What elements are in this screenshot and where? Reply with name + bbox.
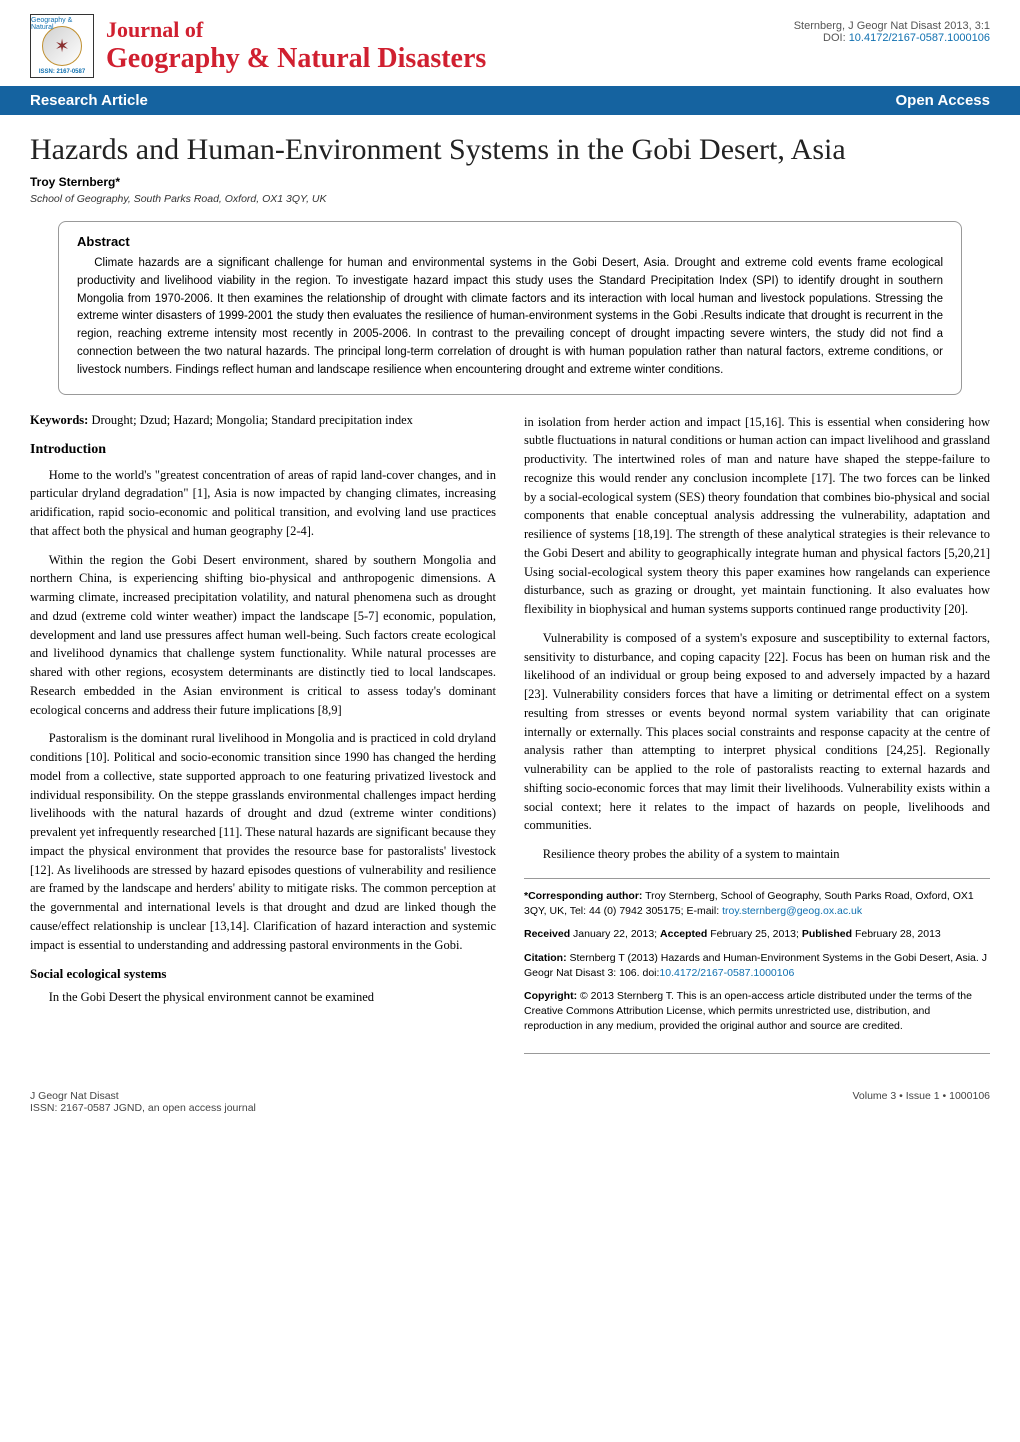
article-title: Hazards and Human-Environment Systems in…: [30, 133, 990, 167]
received-label: Received: [524, 928, 570, 940]
dates-line: Received January 22, 2013; Accepted Febr…: [524, 927, 990, 942]
footer-left: J Geogr Nat Disast ISSN: 2167-0587 JGND,…: [30, 1090, 256, 1114]
copyright-line: Copyright: © 2013 Sternberg T. This is a…: [524, 989, 990, 1035]
keywords-line: Keywords: Drought; Dzud; Hazard; Mongoli…: [30, 413, 496, 428]
right-p3: Resilience theory probes the ability of …: [524, 845, 990, 864]
accepted-label: Accepted: [660, 928, 707, 940]
keywords-text: Drought; Dzud; Hazard; Mongolia; Standar…: [88, 413, 413, 427]
logo-globe-icon: ✶: [42, 26, 82, 66]
copyright-label: Copyright:: [524, 990, 577, 1002]
doi-line: DOI: 10.4172/2167-0587.1000106: [794, 32, 990, 44]
doi-link[interactable]: 10.4172/2167-0587.1000106: [849, 32, 990, 44]
right-p2: Vulnerability is composed of a system's …: [524, 629, 990, 835]
journal-title-block: Journal of Geography & Natural Disasters: [106, 17, 486, 74]
keywords-label: Keywords:: [30, 413, 88, 427]
two-column-body: Keywords: Drought; Dzud; Hazard; Mongoli…: [30, 413, 990, 1054]
abstract-text: Climate hazards are a significant challe…: [77, 255, 943, 380]
abstract-heading: Abstract: [77, 234, 943, 249]
corresponding-author: *Corresponding author: Troy Sternberg, S…: [524, 889, 990, 919]
footer-right: Volume 3 • Issue 1 • 1000106: [852, 1090, 990, 1114]
journal-of-text: Journal of: [106, 17, 486, 42]
logo-arc-text: Geography & Natural: [31, 17, 93, 31]
open-access-label: Open Access: [896, 92, 991, 109]
author-affiliation: School of Geography, South Parks Road, O…: [30, 193, 990, 205]
intro-p2: Within the region the Gobi Desert enviro…: [30, 551, 496, 720]
header-right: Sternberg, J Geogr Nat Disast 2013, 3:1 …: [794, 14, 990, 44]
journal-logo: Geography & Natural ✶ ISSN: 2167-0587: [30, 14, 94, 78]
logo-issn: ISSN: 2167-0587: [39, 69, 85, 75]
intro-heading: Introduction: [30, 442, 496, 458]
corresponding-label: *Corresponding author:: [524, 890, 642, 902]
copyright-text: © 2013 Sternberg T. This is an open-acce…: [524, 990, 972, 1032]
correspondence-box: *Corresponding author: Troy Sternberg, S…: [524, 878, 990, 1054]
citation-label: Citation:: [524, 952, 567, 964]
ses-p1: In the Gobi Desert the physical environm…: [30, 988, 496, 1007]
page-header: Geography & Natural ✶ ISSN: 2167-0587 Jo…: [0, 0, 1020, 86]
page-footer: J Geogr Nat Disast ISSN: 2167-0587 JGND,…: [0, 1080, 1020, 1130]
article-type: Research Article: [30, 92, 148, 109]
right-column: in isolation from herder action and impa…: [524, 413, 990, 1054]
intro-p3: Pastoralism is the dominant rural liveli…: [30, 729, 496, 954]
author-name: Troy Sternberg*: [30, 175, 990, 189]
journal-name: Geography & Natural Disasters: [106, 43, 486, 75]
ses-heading: Social ecological systems: [30, 966, 496, 982]
accepted-date: February 25, 2013;: [707, 928, 802, 940]
footer-journal-abbrev: J Geogr Nat Disast: [30, 1090, 256, 1102]
abstract-box: Abstract Climate hazards are a significa…: [58, 221, 962, 395]
article-type-bar: Research Article Open Access: [0, 86, 1020, 115]
right-p1: in isolation from herder action and impa…: [524, 413, 990, 619]
citation-line: Citation: Sternberg T (2013) Hazards and…: [524, 951, 990, 981]
footer-issn: ISSN: 2167-0587 JGND, an open access jou…: [30, 1102, 256, 1114]
intro-p1: Home to the world's "greatest concentrat…: [30, 466, 496, 541]
header-left: Geography & Natural ✶ ISSN: 2167-0587 Jo…: [30, 14, 486, 78]
received-date: January 22, 2013;: [570, 928, 660, 940]
citation-doi-link[interactable]: 10.4172/2167-0587.1000106: [659, 967, 794, 979]
published-date: February 28, 2013: [852, 928, 941, 940]
left-column: Keywords: Drought; Dzud; Hazard; Mongoli…: [30, 413, 496, 1054]
article-body: Hazards and Human-Environment Systems in…: [0, 115, 1020, 1080]
citation-short: Sternberg, J Geogr Nat Disast 2013, 3:1: [794, 20, 990, 32]
corresponding-email-link[interactable]: troy.sternberg@geog.ox.ac.uk: [722, 905, 862, 917]
published-label: Published: [802, 928, 852, 940]
doi-label: DOI:: [823, 32, 849, 44]
